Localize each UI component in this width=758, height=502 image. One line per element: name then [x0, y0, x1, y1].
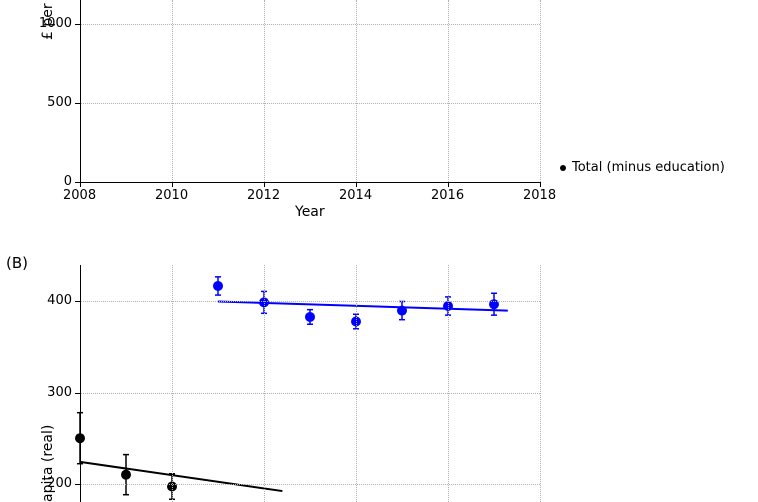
x-tick: [80, 182, 81, 187]
y-tick-label: 300: [47, 385, 72, 400]
y-tick: [75, 484, 80, 485]
x-tick-label: 2010: [155, 188, 188, 203]
gridline: [540, 265, 541, 502]
y-tick: [75, 24, 80, 25]
x-tick: [172, 182, 173, 187]
data-point: [213, 281, 223, 291]
y-tick-label: 0: [64, 174, 72, 189]
y-tick-label: 400: [47, 293, 72, 308]
panel-b-y-axis: [80, 265, 81, 502]
panel-a-x-axis: [80, 182, 540, 183]
panel-a-legend: Total (minus education): [560, 160, 725, 175]
y-tick: [75, 182, 80, 183]
data-point: [397, 306, 407, 316]
panel-a-x-axis-label: Year: [295, 204, 325, 220]
x-tick: [540, 182, 541, 187]
trend-line: [80, 462, 282, 491]
panel-b-plot-area: [80, 265, 540, 502]
gridline: [172, 0, 173, 182]
gridline: [80, 24, 540, 25]
y-tick: [75, 393, 80, 394]
panel-a-y-axis: [80, 0, 81, 182]
gridline: [80, 393, 540, 394]
x-tick: [356, 182, 357, 187]
panel-a-svg: [80, 0, 540, 182]
gridline: [264, 0, 265, 182]
y-tick: [75, 103, 80, 104]
x-tick-label: 2012: [247, 188, 280, 203]
panel-a-plot-area: [80, 0, 540, 182]
gridline: [448, 0, 449, 182]
y-tick-label: 1000: [39, 16, 72, 31]
gridline: [540, 0, 541, 182]
x-tick: [448, 182, 449, 187]
x-tick-label: 2008: [63, 188, 96, 203]
y-tick-label: 200: [47, 476, 72, 491]
y-tick-label: 500: [47, 95, 72, 110]
legend-label: Total (minus education): [572, 160, 725, 175]
gridline: [80, 484, 540, 485]
figure: £ per Year Total (minus education) (B) a…: [0, 0, 758, 502]
gridline: [80, 103, 540, 104]
y-tick: [75, 301, 80, 302]
x-tick: [264, 182, 265, 187]
x-tick-label: 2014: [339, 188, 372, 203]
x-tick-label: 2016: [431, 188, 464, 203]
panel-b-label: (B): [6, 254, 28, 272]
data-point: [305, 312, 315, 322]
legend-marker-icon: [560, 165, 566, 171]
gridline: [80, 301, 540, 302]
gridline: [356, 0, 357, 182]
x-tick-label: 2018: [523, 188, 556, 203]
data-point: [121, 470, 131, 480]
